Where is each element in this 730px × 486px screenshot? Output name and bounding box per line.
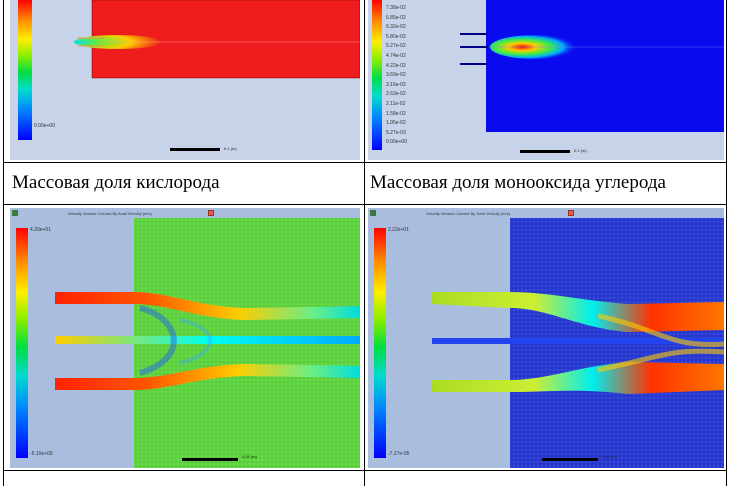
colorbar-tick-label: -5.10e+00 — [30, 451, 53, 458]
swirl-velocity-panel: Velocity Vectors Colored By Swirl Veloci… — [368, 208, 724, 468]
colorbar-tick-label: 2.11e-02 — [386, 100, 406, 107]
table-divider-vertical — [364, 0, 365, 486]
axial-colorbar — [16, 228, 28, 458]
table-divider-1 — [3, 162, 727, 163]
table-divider-3 — [3, 470, 727, 471]
co-scale-label: 0.1 (m) — [574, 148, 587, 153]
window-app-icon — [12, 210, 18, 216]
colorbar-tick-label: 4.22e-02 — [386, 62, 406, 69]
oxygen-colorbar — [18, 0, 32, 140]
colorbar-tick-label: 0.00e+00 — [34, 123, 55, 130]
co-colorbar-ticks: 7.38e-02 6.85e-02 6.32e-02 5.80e-02 5.27e-02… — [386, 4, 407, 148]
colorbar-tick-label: 2.63e-02 — [386, 91, 406, 98]
colorbar-tick-label: 2.22e+01 — [388, 227, 409, 233]
colorbar-tick-label: 4.20e+01 — [30, 227, 51, 233]
caption-co: Массовая доля монооксида углерода — [370, 172, 666, 193]
axial-window-close-icon[interactable] — [208, 210, 214, 216]
axial-colorbar-ticks: 4.20e+01 -5.10e+00 — [30, 227, 53, 458]
colorbar-tick-label: 3.69e-02 — [386, 72, 406, 79]
colorbar-tick-label: 1.58e-02 — [386, 110, 406, 117]
colorbar-tick-label: 1.05e-02 — [386, 120, 406, 127]
oxygen-contour-plot — [74, 0, 360, 79]
figure-table — [3, 0, 727, 486]
swirl-scale-label: 0.05 (m) — [602, 454, 617, 459]
colorbar-tick-label: 4.74e-02 — [386, 52, 406, 59]
swirl-upper-jet — [432, 292, 724, 332]
axial-scale-bar — [182, 458, 238, 461]
swirl-colorbar — [374, 228, 386, 458]
swirl-window-close-icon[interactable] — [568, 210, 574, 216]
colorbar-tick-label: 6.85e-02 — [386, 14, 406, 21]
swirl-colorbar-ticks: 2.22e+01 -7.27e-05 — [388, 227, 410, 458]
axial-window-title: Velocity Vectors Colored By Axial Veloci… — [68, 211, 152, 216]
colorbar-tick-label: 5.80e-02 — [386, 33, 406, 40]
colorbar-tick-label: 7.38e-02 — [386, 5, 406, 11]
oxygen-contour-panel: 0.00e+00 0.1 (m) — [10, 0, 360, 160]
colorbar-tick-label: 5.27e-03 — [386, 129, 406, 136]
swirl-lower-jet — [432, 362, 724, 394]
colorbar-tick-label: 6.32e-02 — [386, 24, 406, 31]
swirl-window-title: Velocity Vectors Colored By Swirl Veloci… — [426, 211, 511, 216]
axial-lower-jet — [55, 364, 360, 390]
colorbar-tick-label: -7.27e-05 — [388, 451, 410, 458]
table-divider-2 — [3, 204, 727, 205]
caption-oxygen: Массовая доля кислорода — [12, 172, 220, 193]
window-app-icon — [370, 210, 376, 216]
axial-center-jet — [55, 336, 360, 344]
co-scale-bar — [520, 150, 570, 153]
swirl-center-jet — [432, 338, 724, 344]
axial-velocity-panel: Velocity Vectors Colored By Axial Veloci… — [10, 208, 360, 468]
swirl-scale-bar — [542, 458, 598, 461]
colorbar-tick-label: 0.00e+00 — [386, 139, 407, 146]
co-colorbar — [372, 0, 382, 150]
co-contour-panel: 7.38e-02 6.85e-02 6.32e-02 5.80e-02 5.27e-02… — [368, 0, 724, 160]
axial-velocity-plot — [55, 218, 360, 468]
axial-scale-label: 0.05 (m) — [242, 454, 257, 459]
swirl-velocity-plot — [432, 218, 724, 468]
colorbar-tick-label: 5.27e-02 — [386, 43, 406, 50]
axial-upper-jet — [55, 292, 360, 320]
oxygen-scale-bar — [170, 148, 220, 151]
co-field — [486, 0, 724, 132]
oxygen-scale-label: 0.1 (m) — [224, 146, 237, 151]
colorbar-tick-label: 3.16e-02 — [386, 81, 406, 88]
co-contour-plot — [460, 0, 724, 132]
oxygen-colorbar-ticks: 0.00e+00 — [34, 0, 55, 130]
